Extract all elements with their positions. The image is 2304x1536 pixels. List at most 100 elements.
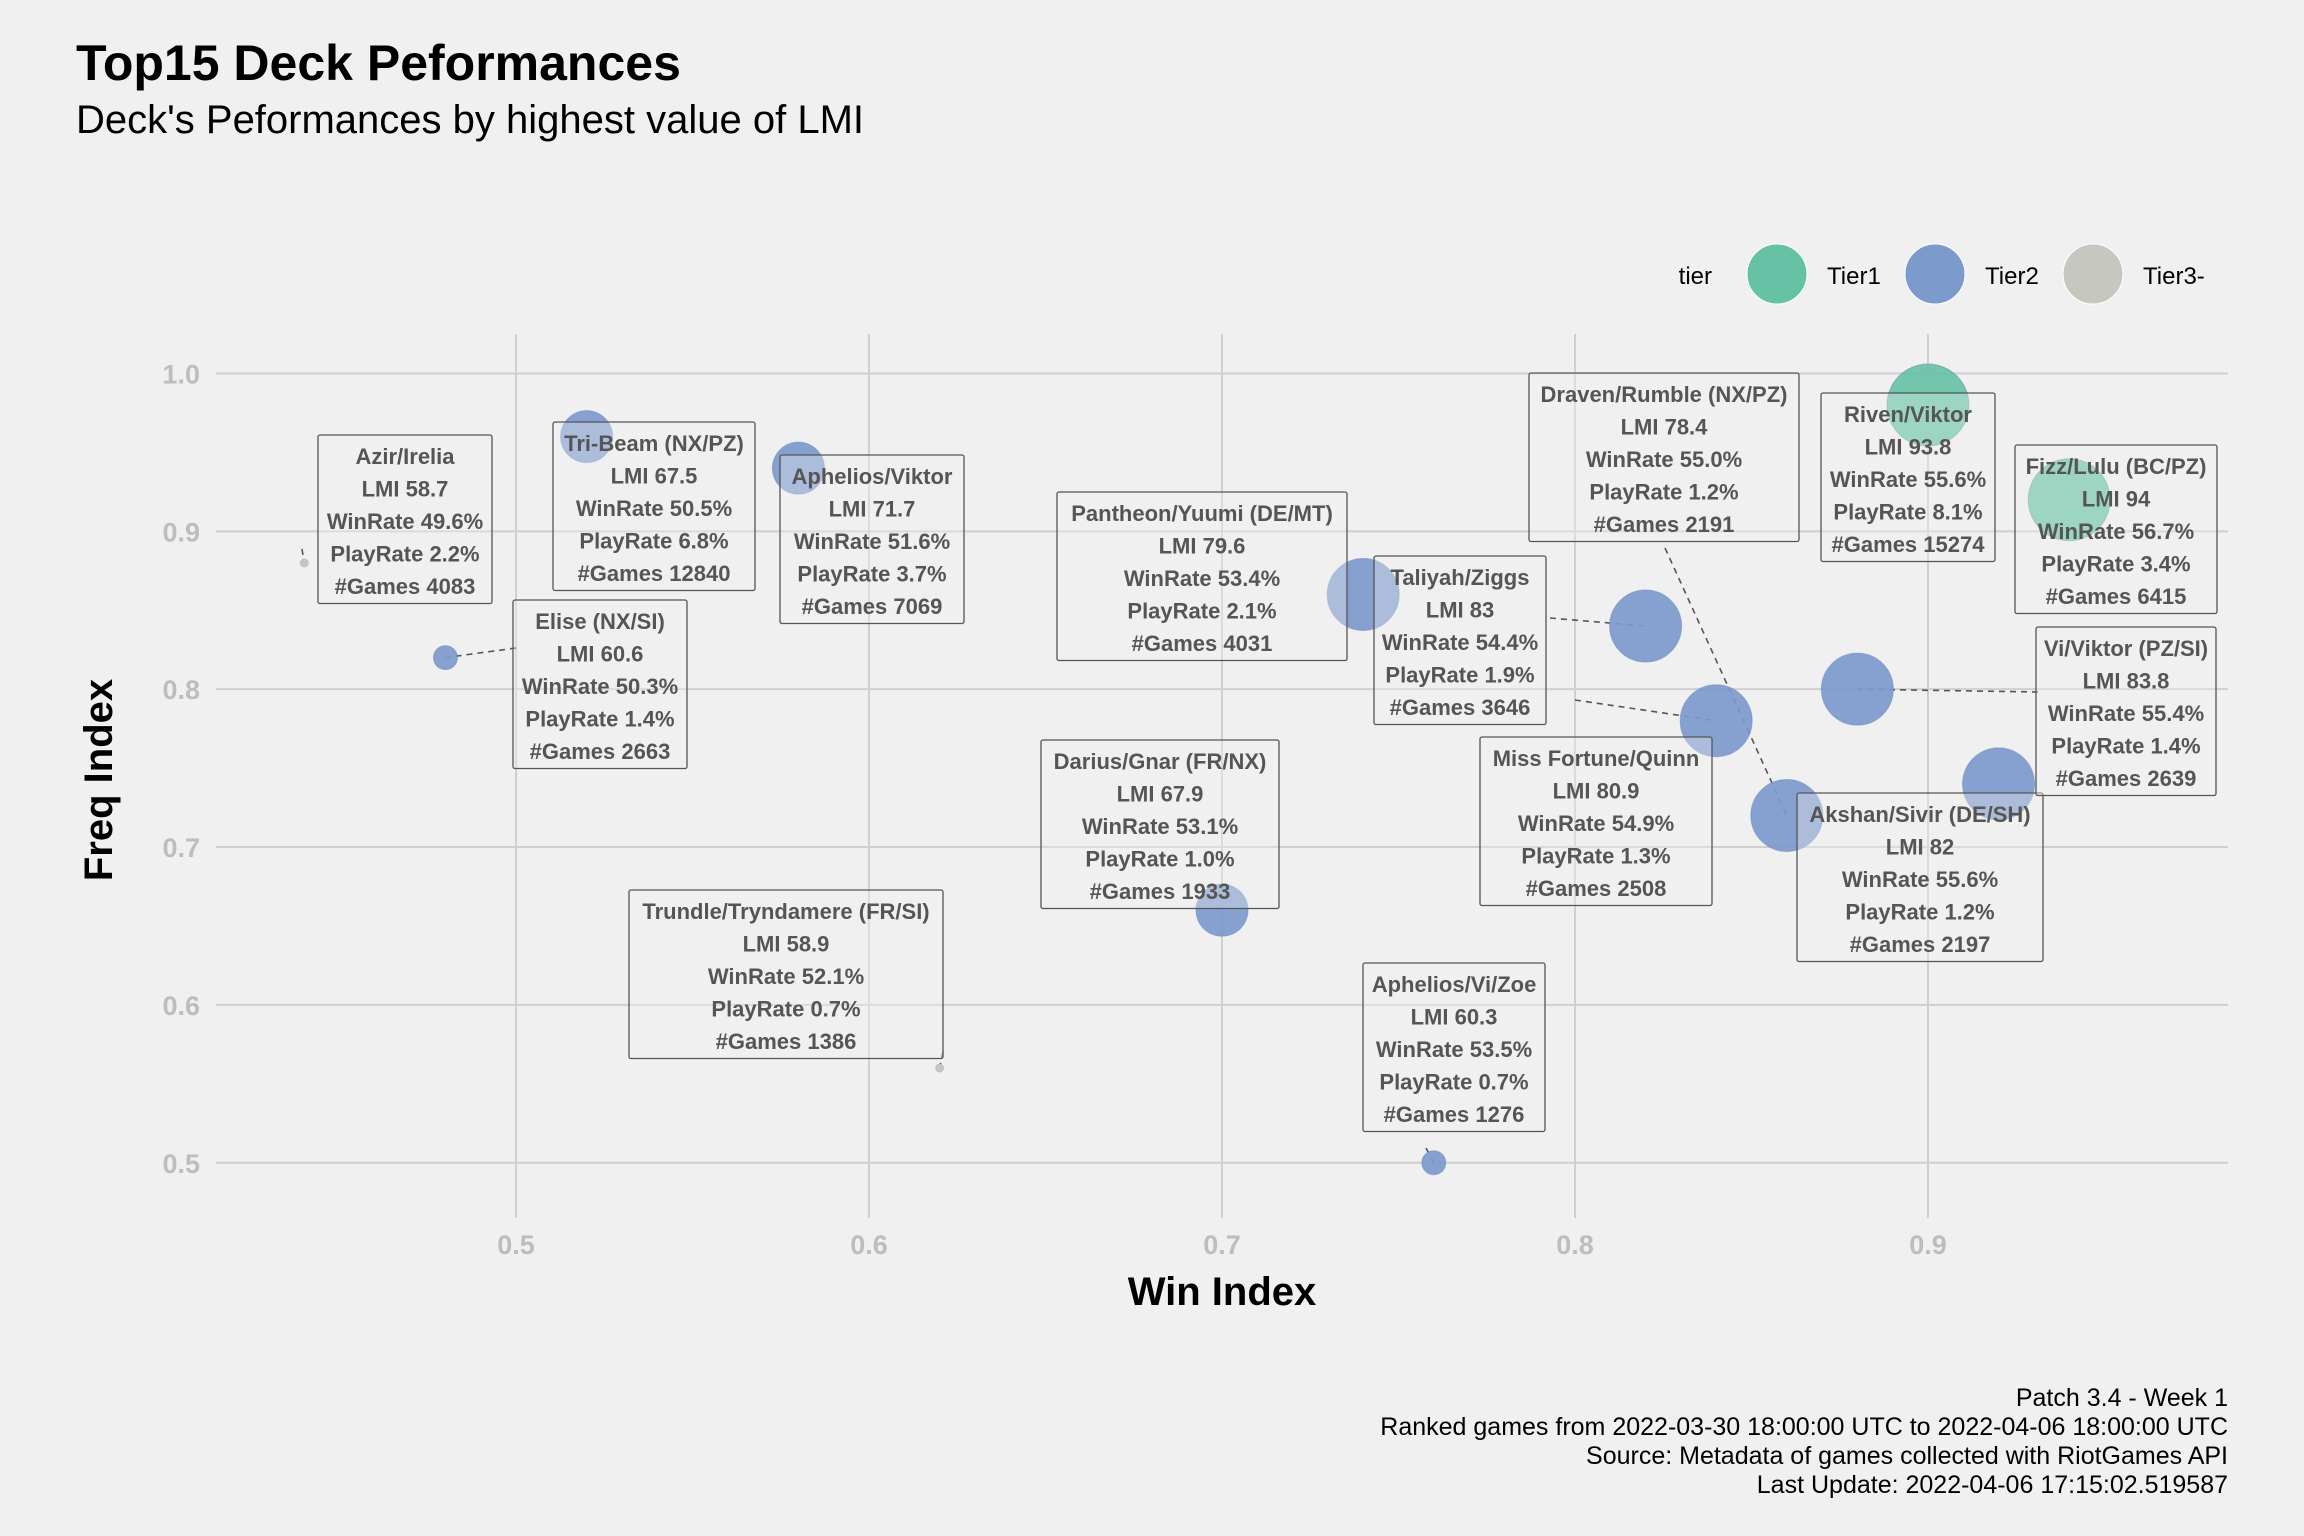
legend-title: tier — [1679, 263, 1712, 290]
deck-label-line: PlayRate 0.7% — [711, 997, 860, 1022]
deck-label-box — [2014, 444, 2218, 615]
data-point — [1195, 883, 1249, 937]
caption-line-update: Last Update: 2022-04-06 17:15:02.519587 — [1756, 1471, 2228, 1499]
deck-label-line: PlayRate 1.3% — [1521, 844, 1670, 869]
deck-label-line: LMI 67.5 — [611, 464, 698, 489]
deck-label-box — [1528, 372, 1800, 543]
deck-label-box — [1040, 739, 1280, 910]
y-tick-label: 0.5 — [162, 1149, 200, 1179]
deck-label-line: #Games 1933 — [1090, 879, 1231, 904]
deck-label-line: LMI 79.6 — [1159, 534, 1246, 559]
deck-label-line: Trundle/Tryndamere (FR/SI) — [642, 899, 929, 924]
deck-label-line: PlayRate 8.1% — [1833, 500, 1982, 525]
deck-label-line: LMI 83 — [1426, 598, 1494, 623]
deck-label-line: LMI 93.8 — [1865, 435, 1952, 460]
legend-key — [1746, 243, 1808, 305]
deck-label-box — [1796, 792, 2044, 963]
deck-label-line: LMI 78.4 — [1621, 415, 1709, 440]
chart-title: Top15 Deck Peformances — [76, 35, 681, 91]
deck-label-box — [317, 434, 493, 605]
data-point — [1886, 363, 1970, 447]
deck-label-line: PlayRate 1.0% — [1085, 847, 1234, 872]
deck-label-line: Pantheon/Yuumi (DE/MT) — [1071, 501, 1333, 526]
y-tick-label: 1.0 — [162, 359, 200, 389]
deck-label-line: WinRate 53.1% — [1082, 814, 1238, 839]
chart-subtitle: Deck's Peformances by highest value of L… — [76, 98, 865, 142]
data-point — [1326, 557, 1400, 631]
deck-label-line: WinRate 53.5% — [1376, 1037, 1532, 1062]
deck-label-line: #Games 1276 — [1384, 1102, 1525, 1127]
deck-label-line: LMI 80.9 — [1553, 779, 1640, 804]
deck-label-line: LMI 82 — [1886, 835, 1954, 860]
deck-label-line: Fizz/Lulu (BC/PZ) — [2026, 454, 2207, 479]
y-tick-label: 0.7 — [162, 833, 200, 863]
deck-label-line: WinRate 54.4% — [1382, 630, 1538, 655]
deck-label-line: PlayRate 0.7% — [1379, 1070, 1528, 1095]
deck-label-line: Draven/Rumble (NX/PZ) — [1541, 382, 1788, 407]
y-tick-label: 0.6 — [162, 991, 200, 1021]
deck-label-box — [628, 889, 944, 1060]
deck-label-line: #Games 2197 — [1850, 932, 1991, 957]
data-point — [1750, 778, 1824, 852]
deck-label-line: WinRate 53.4% — [1124, 566, 1280, 591]
legend-key — [2062, 243, 2124, 305]
deck-label-line: PlayRate 1.4% — [525, 707, 674, 732]
deck-label-line: PlayRate 2.1% — [1127, 599, 1276, 624]
deck-label-line: LMI 83.8 — [2083, 669, 2170, 694]
legend-key — [1904, 243, 1966, 305]
deck-label-line: PlayRate 1.9% — [1385, 663, 1534, 688]
deck-label-line: WinRate 52.1% — [708, 964, 864, 989]
y-tick-label: 0.9 — [162, 517, 200, 547]
deck-label-line: WinRate 55.4% — [2048, 701, 2204, 726]
deck-label-line: WinRate 55.6% — [1830, 467, 1986, 492]
data-point — [2027, 458, 2111, 542]
deck-label-line: PlayRate 3.7% — [797, 562, 946, 587]
y-tick-label: 0.8 — [162, 675, 200, 705]
deck-label-line: Taliyah/Ziggs — [1391, 565, 1530, 590]
deck-label-line: WinRate 51.6% — [794, 529, 950, 554]
caption-line-patch: Patch 3.4 - Week 1 — [2015, 1384, 2228, 1412]
deck-label-line: WinRate 50.5% — [576, 496, 732, 521]
deck-label-line: Aphelios/Vi/Zoe — [1372, 972, 1537, 997]
deck-label-line: PlayRate 1.2% — [1845, 900, 1994, 925]
deck-label-line: #Games 1386 — [716, 1029, 857, 1054]
deck-label-line: WinRate 55.6% — [1842, 867, 1998, 892]
deck-label-line: LMI 71.7 — [829, 497, 916, 522]
x-axis-label: Win Index — [1128, 1270, 1317, 1314]
deck-label-line: LMI 67.9 — [1117, 782, 1204, 807]
deck-label-line: PlayRate 1.4% — [2051, 734, 2200, 759]
deck-label-line: WinRate 49.6% — [327, 509, 483, 534]
deck-label-box — [1373, 555, 1547, 726]
label-connector — [1857, 688, 2039, 693]
deck-label-line: WinRate 54.9% — [1518, 811, 1674, 836]
deck-label-line: #Games 12840 — [578, 561, 731, 586]
deck-label-line: #Games 2663 — [530, 739, 671, 764]
data-point — [432, 645, 458, 671]
deck-label-box — [1056, 491, 1348, 662]
data-point — [299, 558, 309, 568]
caption-line-source: Source: Metadata of games collected with… — [1586, 1442, 2228, 1470]
deck-label-box — [779, 454, 965, 625]
deck-label-line: Darius/Gnar (FR/NX) — [1054, 749, 1267, 774]
deck-label-box — [1820, 392, 1996, 563]
chart-caption: Patch 3.4 - Week 1 Ranked games from 202… — [1380, 1384, 2228, 1500]
data-point — [1820, 652, 1894, 726]
y-axis-label: Freq Index — [77, 679, 121, 881]
deck-label-box — [1362, 962, 1546, 1133]
data-point — [1962, 747, 2036, 821]
deck-label-line: #Games 2639 — [2056, 766, 2197, 791]
label-connector — [1664, 547, 1788, 816]
legend-label: Tier3- — [2143, 263, 2205, 290]
deck-label-line: Elise (NX/SI) — [535, 609, 665, 634]
deck-label-line: LMI 58.7 — [362, 477, 449, 502]
deck-label-line: Vi/Viktor (PZ/SI) — [2044, 636, 2208, 661]
deck-label-line: #Games 6415 — [2046, 584, 2187, 609]
deck-label-line: Aphelios/Viktor — [792, 464, 953, 489]
deck-label-line: #Games 2508 — [1526, 876, 1667, 901]
caption-line-range: Ranked games from 2022-03-30 18:00:00 UT… — [1380, 1413, 2228, 1441]
deck-label-line: #Games 15274 — [1832, 532, 1986, 557]
data-point — [935, 1063, 945, 1073]
deck-label-line: LMI 60.6 — [557, 642, 644, 667]
deck-label-line: #Games 4031 — [1132, 631, 1273, 656]
deck-label-line: PlayRate 6.8% — [579, 529, 728, 554]
